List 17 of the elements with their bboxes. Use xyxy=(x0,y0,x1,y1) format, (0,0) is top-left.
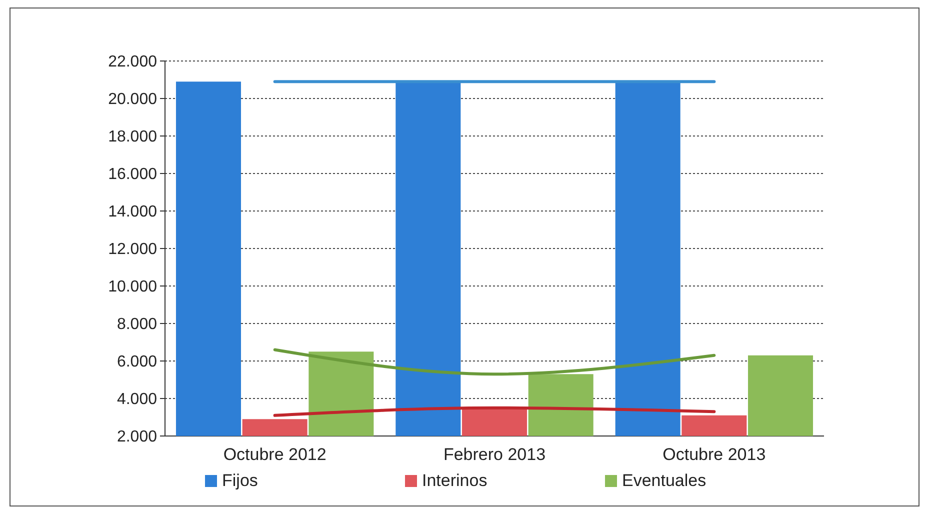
y-tick-label: 12.000 xyxy=(108,241,158,258)
y-tick-label: 20.000 xyxy=(108,91,158,108)
legend-label: Interinos xyxy=(422,471,488,490)
y-tick-label: 6.000 xyxy=(116,354,158,371)
x-tick-label: Octubre 2012 xyxy=(223,445,326,464)
legend-label: Fijos xyxy=(222,471,258,490)
x-tick-label: Octubre 2013 xyxy=(662,445,766,464)
y-tick-label: 22.000 xyxy=(108,54,158,71)
y-tick-label: 8.000 xyxy=(116,316,158,334)
y-tick-label: 4.000 xyxy=(116,391,158,408)
y-tick-label: 10.000 xyxy=(108,278,158,296)
y-tick-label: 16.000 xyxy=(108,166,158,184)
y-tick-label: 14.000 xyxy=(108,204,158,221)
y-tick-label: 2.000 xyxy=(116,428,158,446)
x-tick-label: Febrero 2013 xyxy=(443,445,546,464)
legend-label: Eventuales xyxy=(622,471,706,490)
y-tick-label: 18.000 xyxy=(108,128,158,146)
